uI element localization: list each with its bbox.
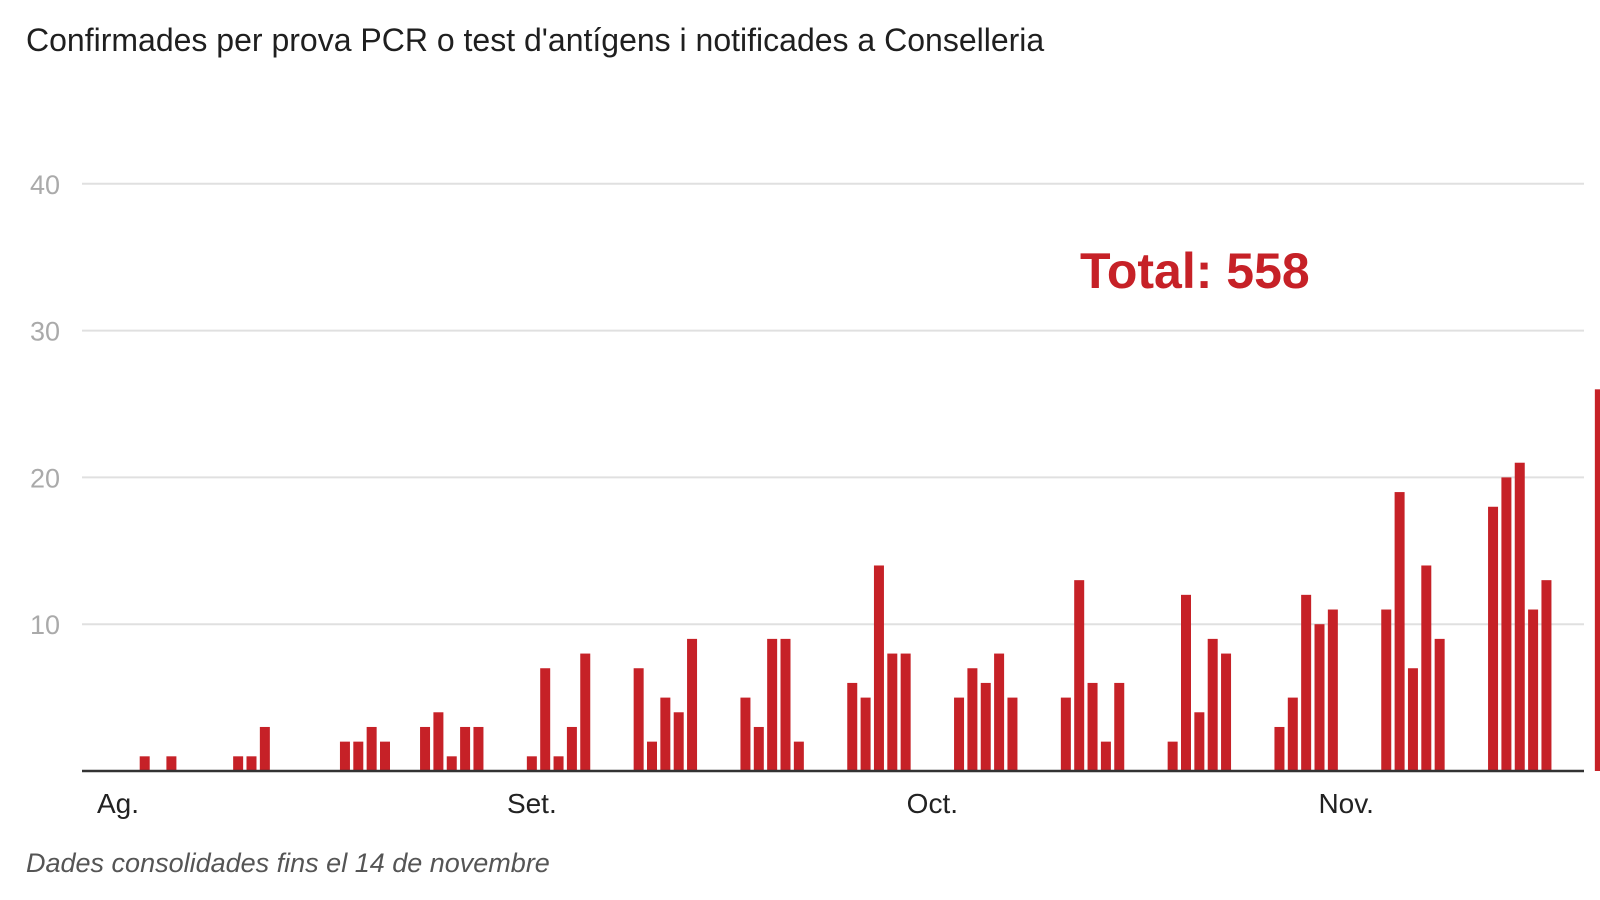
- bar: [1407, 668, 1418, 771]
- bar: [1594, 389, 1600, 771]
- bar: [1514, 462, 1525, 771]
- bar: [473, 726, 484, 771]
- bar: [1221, 653, 1232, 771]
- bar: [994, 653, 1005, 771]
- bar: [1194, 712, 1205, 771]
- bar: [1314, 624, 1325, 771]
- bar: [1501, 477, 1512, 771]
- bar: [353, 741, 364, 771]
- y-tick-labels: 10 20 30 40: [30, 170, 60, 640]
- bar: [1060, 697, 1071, 771]
- gridlines: [82, 182, 1584, 626]
- bar: [1528, 609, 1539, 771]
- bar: [847, 682, 858, 771]
- bar: [647, 741, 657, 771]
- bar: [166, 756, 177, 771]
- x-tick-label: Ag.: [97, 788, 139, 819]
- bar: [873, 565, 884, 771]
- y-tick-label: 10: [30, 610, 60, 640]
- bar: [380, 741, 390, 771]
- x-tick-label: Nov.: [1318, 788, 1374, 819]
- bar: [460, 726, 471, 771]
- bar: [1394, 492, 1405, 771]
- chart-title: Confirmades per prova PCR o test d'antíg…: [26, 22, 1045, 58]
- bar: [1381, 609, 1392, 771]
- bar: [1434, 638, 1445, 771]
- bar: [566, 726, 577, 771]
- bar: [954, 697, 965, 771]
- x-tick-label: Oct.: [907, 788, 958, 819]
- bar: [900, 653, 911, 771]
- footnote: Dades consolidades fins el 14 de novembr…: [26, 848, 550, 878]
- bar: [673, 712, 684, 771]
- bar: [1287, 697, 1298, 771]
- bar: [1301, 594, 1312, 771]
- bar: [246, 756, 257, 771]
- y-tick-label: 20: [30, 463, 60, 493]
- bar: [233, 756, 244, 771]
- bar: [860, 697, 871, 771]
- bar: [1100, 741, 1111, 771]
- y-tick-label: 40: [30, 170, 60, 200]
- bar: [1167, 741, 1178, 771]
- bar: [259, 726, 270, 771]
- bar: [433, 712, 444, 771]
- bar: [1274, 726, 1285, 771]
- bar: [1181, 594, 1191, 771]
- bar: [1074, 580, 1085, 771]
- bar: [660, 697, 671, 771]
- bar: [1541, 580, 1552, 771]
- bar: [980, 682, 991, 771]
- bar: [1114, 682, 1125, 771]
- x-tick-label: Set.: [507, 788, 557, 819]
- bar: [740, 697, 751, 771]
- bar: [339, 741, 350, 771]
- bar: [1207, 638, 1218, 771]
- bar: [1421, 565, 1432, 771]
- bar: [1327, 609, 1338, 771]
- bar: [767, 638, 778, 771]
- bar: [553, 756, 564, 771]
- bar: [139, 756, 150, 771]
- y-tick-label: 30: [30, 317, 60, 347]
- bar: [753, 726, 764, 771]
- bar: [1007, 697, 1018, 771]
- bars: [139, 389, 1600, 771]
- bar: [967, 668, 978, 771]
- bar: [526, 756, 537, 771]
- bar: [580, 653, 591, 771]
- total-annotation: Total: 558: [1080, 243, 1310, 299]
- bar: [687, 638, 698, 771]
- bar: [420, 726, 431, 771]
- bar: [540, 668, 551, 771]
- x-tick-labels: Ag. Set. Oct. Nov.: [97, 788, 1374, 819]
- bar: [1488, 506, 1499, 771]
- bar: [1087, 682, 1098, 771]
- bar: [633, 668, 644, 771]
- bar: [887, 653, 898, 771]
- bar: [780, 638, 791, 771]
- bar: [793, 741, 804, 771]
- bar: [446, 756, 457, 771]
- bar: [366, 726, 377, 771]
